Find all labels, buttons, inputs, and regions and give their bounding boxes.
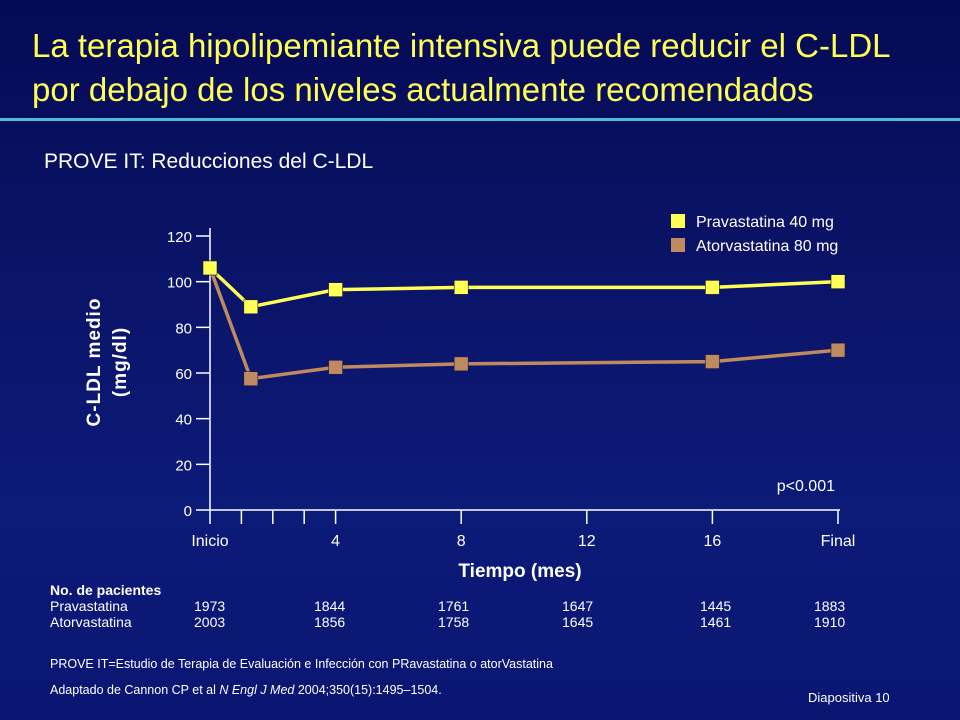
patients-cell: 1973	[194, 598, 226, 614]
patients-cell: 1761	[438, 598, 470, 614]
x-axis-label: Tiempo (mes)	[458, 561, 581, 582]
series-line-1	[208, 267, 839, 381]
x-tick-label: 12	[578, 533, 596, 550]
p-value-annotation: p<0.001	[777, 478, 835, 495]
y-tick-label: 40	[175, 412, 192, 429]
patients-cell: 1445	[700, 598, 732, 614]
data-point-series-1	[453, 356, 469, 372]
legend-swatch	[671, 214, 685, 228]
y-tick-label: 80	[175, 320, 192, 337]
data-point-series-1	[328, 359, 343, 375]
data-point-series-0	[830, 274, 846, 289]
legend-label: Atorvastatina 80 mg	[696, 238, 838, 255]
data-point-series-0	[202, 260, 218, 276]
patients-row-label: Pravastatina	[50, 598, 128, 614]
data-point-series-1	[243, 371, 259, 387]
patients-cell: 1461	[700, 614, 732, 630]
patients-cell: 2003	[194, 614, 226, 630]
y-tick-label: 60	[175, 366, 192, 383]
y-tick-label: 100	[167, 275, 192, 292]
y-axis-label-line-1: C-LDL medio	[84, 298, 105, 427]
data-point-series-0	[243, 299, 259, 315]
chart-axes: 0 20 40 60 80 100 120 Inicio 4 8 12 16 Final	[167, 228, 855, 550]
patients-row-atorvastatina: Atorvastatina 2003 1856 1758 1645 1461 1…	[50, 614, 845, 630]
y-tick-label: 20	[175, 457, 192, 474]
data-point-series-0	[705, 280, 720, 295]
source-pre: Adaptado de Cannon CP et al	[50, 683, 220, 697]
y-tick-label: 120	[167, 229, 192, 246]
x-tick-label: 8	[457, 533, 466, 550]
patients-cell: 1883	[814, 598, 846, 614]
title-line-1: La terapia hipolipemiante intensiva pued…	[32, 27, 891, 64]
patients-cell: 1856	[314, 614, 346, 630]
abbreviation-footnote: PROVE IT=Estudio de Terapia de Evaluació…	[50, 657, 553, 671]
series-points	[202, 260, 846, 387]
x-tick-label: 4	[331, 533, 340, 550]
patients-cell: 1910	[814, 614, 846, 630]
patients-cell: 1844	[314, 598, 346, 614]
patients-header: No. de pacientes	[50, 582, 162, 598]
source-post: 2004;350(15):1495–1504.	[294, 683, 442, 697]
x-tick-label: 16	[704, 533, 722, 550]
title-line-2: por debajo de los niveles actualmente re…	[32, 71, 814, 108]
data-point-series-1	[705, 354, 720, 369]
data-point-series-0	[328, 282, 343, 297]
patients-row-pravastatina: Pravastatina 1973 1844 1761 1647 1445 18…	[50, 598, 845, 614]
patients-cell: 1647	[562, 598, 594, 614]
series-line-0	[208, 266, 839, 309]
data-point-series-0	[453, 280, 469, 295]
chart-legend: Pravastatina 40 mg Atorvastatina 80 mg	[671, 214, 838, 255]
chart-subtitle: PROVE IT: Reducciones del C-LDL	[44, 150, 374, 173]
title-divider	[0, 118, 960, 121]
legend-swatch	[671, 238, 685, 252]
legend-label: Pravastatina 40 mg	[696, 214, 834, 231]
patients-cell: 1645	[562, 614, 594, 630]
source-footnote: Adaptado de Cannon CP et al N Engl J Med…	[50, 683, 442, 697]
x-tick-label: Final	[821, 533, 856, 550]
x-tick-label: Inicio	[191, 533, 228, 550]
source-journal: N Engl J Med	[219, 683, 295, 697]
y-axis-label-line-2: (mg/dl)	[110, 327, 131, 397]
patients-row-label: Atorvastatina	[50, 614, 132, 630]
y-tick-label: 0	[184, 503, 192, 520]
data-point-series-1	[830, 342, 846, 358]
patients-cell: 1758	[438, 614, 470, 630]
slide-number: Diapositiva 10	[808, 690, 890, 705]
series-lines	[208, 266, 839, 381]
patients-table: No. de pacientes Pravastatina 1973 1844 …	[50, 582, 845, 630]
slide-title: La terapia hipolipemiante intensiva pued…	[32, 24, 942, 112]
